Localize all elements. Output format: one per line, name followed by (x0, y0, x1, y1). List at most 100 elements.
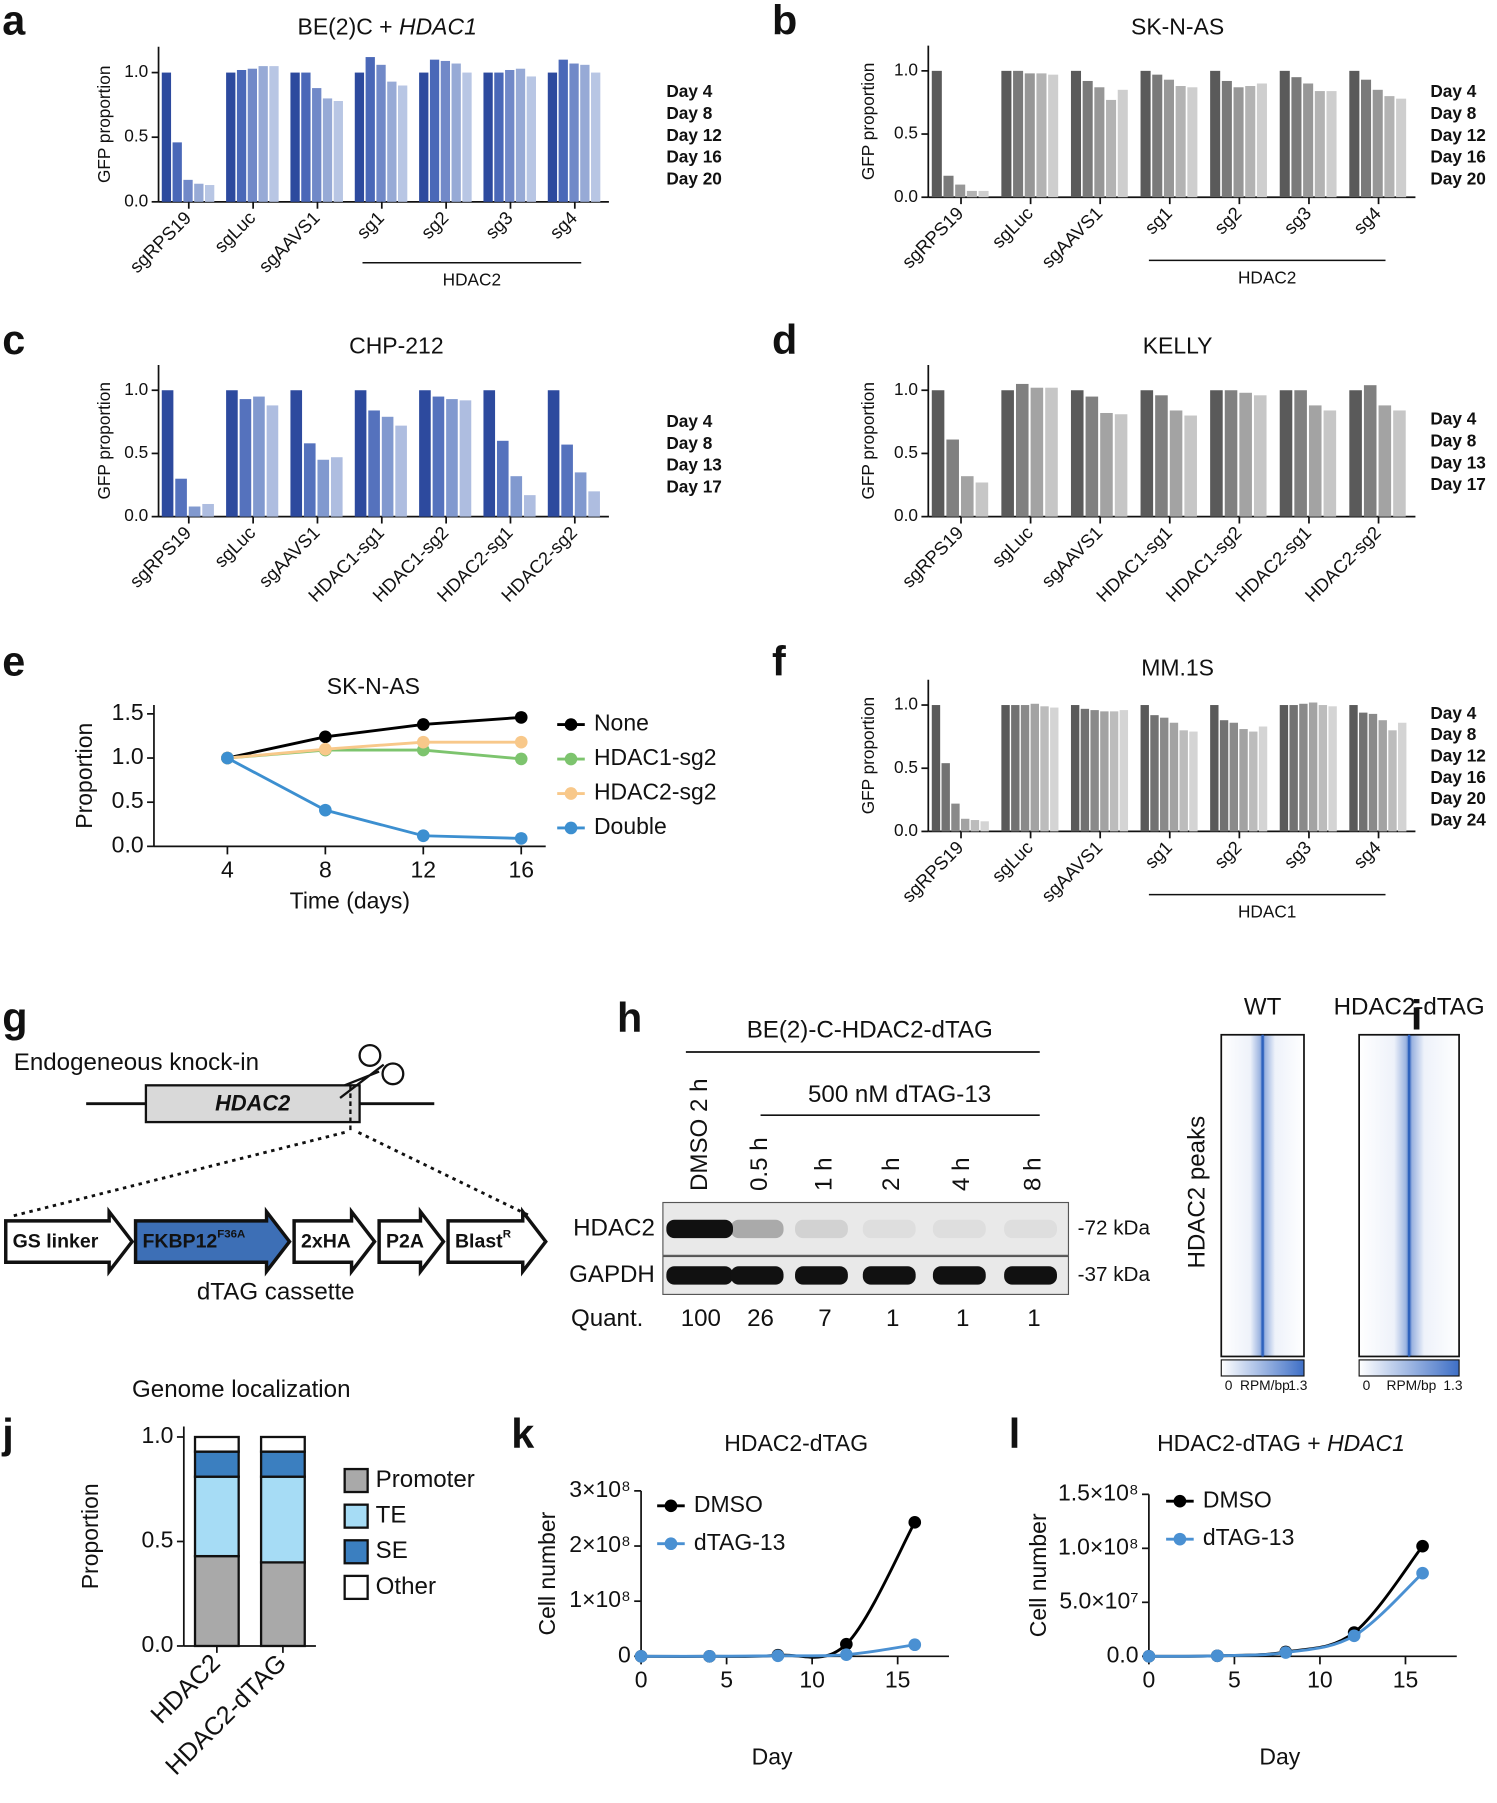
bar (978, 190, 989, 198)
bar (561, 444, 573, 517)
quant-value: 1 (956, 1305, 969, 1332)
bar (569, 63, 579, 202)
x-axis-label: Day (752, 1744, 793, 1770)
legend-label: Day 4 (1430, 81, 1476, 101)
bar (333, 101, 343, 202)
cassette-text: Blast (455, 1231, 503, 1253)
colorbar-max: 1.3 (1443, 1378, 1462, 1393)
bar (161, 72, 172, 202)
bar (462, 72, 472, 202)
x-tick-label: 5 (1228, 1667, 1241, 1693)
bar (429, 59, 440, 202)
bar (1030, 703, 1039, 832)
legend-label: Day 13 (666, 455, 722, 475)
bar (1372, 89, 1383, 198)
band (862, 1266, 916, 1285)
legend-label: Day 4 (1430, 409, 1476, 429)
cassette-label: 2xHA (301, 1231, 351, 1253)
title-text: CHP-212 (349, 333, 443, 359)
bar (951, 803, 960, 832)
bar (1082, 80, 1093, 198)
cassette-arrow (4, 1206, 135, 1277)
colorbar (1358, 1359, 1460, 1377)
y-axis-label: GFP proportion (858, 382, 878, 499)
legend-label: Day 12 (1430, 746, 1486, 766)
bar-segment (193, 1450, 240, 1478)
bar (1106, 99, 1117, 198)
bar (1349, 390, 1362, 517)
bar (1001, 390, 1014, 517)
legend-label: Day 12 (1430, 125, 1486, 145)
point (416, 735, 430, 749)
legend-label: Day 16 (666, 147, 722, 167)
bar (494, 72, 504, 202)
legend-label: HDAC1-sg2 (594, 744, 717, 770)
bar (1349, 705, 1358, 832)
bar (1229, 722, 1239, 832)
bar (961, 476, 974, 517)
bar (1001, 70, 1012, 198)
point (908, 1515, 922, 1529)
gene-box (144, 1084, 361, 1124)
bar (1303, 83, 1314, 198)
bar (1378, 405, 1392, 517)
colorbar (1220, 1359, 1305, 1377)
legend-label: None (594, 710, 649, 736)
band (730, 1266, 784, 1285)
bar (1308, 405, 1322, 517)
bar (1001, 705, 1010, 832)
bar (1210, 70, 1221, 198)
colorbar-unit: RPM/bp (1387, 1378, 1437, 1393)
point (1279, 1646, 1293, 1659)
bar (1117, 89, 1128, 198)
x-tick-label: 0 (635, 1667, 648, 1693)
bar (980, 821, 989, 832)
treatment: 500 nM dTAG-13 (808, 1081, 991, 1108)
band (932, 1266, 986, 1285)
legend-label: Day 13 (1430, 452, 1486, 472)
column-label: WT (1244, 994, 1282, 1021)
point (1416, 1566, 1429, 1580)
band (932, 1219, 986, 1239)
legend-marker (564, 787, 578, 800)
x-tick-label: sgRPS19 (898, 522, 968, 592)
y-axis-label: GFP proportion (858, 697, 878, 814)
y-tick-label: 0.0 (124, 505, 148, 525)
legend-label: Day 20 (1430, 169, 1486, 189)
lane-label: 8 h (1019, 1158, 1046, 1192)
legend-swatch (343, 1503, 369, 1529)
panel-letter: f (772, 639, 786, 685)
y-axis-label: GFP proportion (858, 63, 878, 180)
bar-segment (259, 1561, 306, 1648)
column-label: HDAC2-dTAG (1334, 994, 1485, 1021)
group-label: HDAC2 (443, 270, 501, 290)
legend-label: Day 8 (666, 103, 712, 123)
size-label: -72 kDa (1078, 1216, 1151, 1239)
x-tick-label: sgLuc (987, 522, 1037, 572)
band (1004, 1266, 1057, 1285)
bar (1109, 711, 1119, 832)
bar (432, 396, 445, 517)
bar (1291, 77, 1302, 198)
point (1416, 1539, 1429, 1553)
legend-label: Day 8 (1430, 430, 1476, 450)
legend-label: Day 8 (666, 433, 712, 453)
bar (526, 76, 536, 202)
x-tick-label: 10 (1307, 1667, 1333, 1693)
band (795, 1219, 848, 1239)
y-tick-label: 0.0 (894, 186, 918, 206)
bar (588, 491, 600, 517)
bar (440, 60, 451, 202)
gene-label: HDAC2 (215, 1091, 290, 1116)
bar (1140, 390, 1154, 517)
bar (1233, 87, 1244, 198)
bar (1210, 390, 1223, 517)
legend-label: Day 4 (1430, 703, 1476, 723)
band (795, 1266, 848, 1285)
bar (188, 506, 201, 517)
colorbar-max: 1.3 (1288, 1378, 1307, 1393)
x-tick-label: 4 (221, 857, 234, 883)
legend-label: Day 20 (666, 169, 722, 189)
lane-label: 1 h (810, 1158, 837, 1192)
